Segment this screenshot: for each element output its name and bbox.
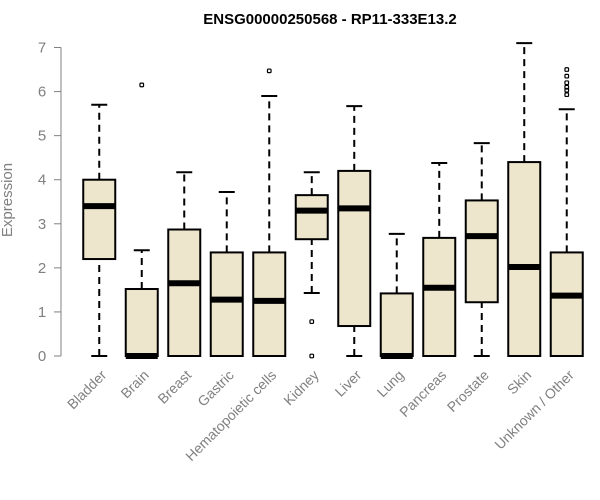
outlier-point — [139, 82, 145, 88]
outlier-point — [564, 84, 570, 90]
iqr-box — [507, 161, 542, 357]
x-tick-label: Liver — [332, 367, 365, 400]
box-pancreas — [422, 161, 457, 357]
iqr-box — [337, 169, 372, 328]
x-tick-label: Prostate — [444, 367, 492, 415]
outlier-point — [309, 353, 315, 359]
iqr-box — [379, 292, 414, 358]
iqr-box — [294, 194, 329, 241]
box-breast — [167, 171, 202, 357]
box-kidney — [294, 171, 329, 359]
box-brain — [124, 82, 159, 359]
box-bladder — [82, 103, 117, 357]
y-tick-label: 5 — [38, 128, 46, 145]
axes: 0 1 2 3 4 5 6 7 — [38, 40, 62, 365]
y-tick-label: 3 — [38, 216, 46, 233]
y-tick-label: 2 — [38, 260, 46, 277]
x-tick-label: Brain — [117, 367, 151, 401]
iqr-box — [422, 236, 457, 357]
iqr-box — [167, 228, 202, 357]
outlier-point — [564, 92, 570, 98]
box-lung — [379, 232, 414, 359]
iqr-box — [464, 199, 499, 304]
x-tick-label: Pancreas — [396, 367, 449, 420]
x-tick-label: Breast — [154, 367, 194, 407]
outlier-point — [309, 319, 315, 325]
box-unknown-other — [549, 67, 584, 357]
box-hematopoietic-cells — [252, 68, 287, 357]
outlier-point — [564, 67, 570, 72]
chart-title: ENSG00000250568 - RP11-333E13.2 — [203, 11, 457, 28]
x-tick-label: Bladder — [64, 367, 110, 413]
outlier-point — [266, 68, 272, 74]
box-prostate — [464, 142, 499, 357]
x-tick-label: Lung — [374, 367, 407, 400]
iqr-box — [209, 251, 244, 357]
y-tick-label: 6 — [38, 84, 46, 101]
box-skin — [507, 42, 542, 357]
iqr-box — [82, 178, 117, 261]
outlier-point — [564, 73, 570, 79]
x-tick-label: Kidney — [280, 367, 322, 409]
y-tick-label: 4 — [38, 172, 46, 189]
box-series — [82, 42, 584, 359]
box-liver — [337, 105, 372, 357]
y-tick-label: 7 — [38, 40, 46, 57]
x-tick-label: Unknown / Other — [491, 367, 577, 453]
iqr-box — [252, 251, 287, 357]
y-tick-label: 1 — [38, 304, 46, 321]
iqr-box — [549, 251, 584, 357]
iqr-box — [124, 288, 159, 357]
y-axis-label: Expression — [0, 163, 16, 237]
outlier-point — [564, 80, 570, 86]
box-gastric — [209, 191, 244, 357]
x-tick-label: Skin — [504, 367, 535, 398]
y-tick-label: 0 — [38, 348, 46, 365]
